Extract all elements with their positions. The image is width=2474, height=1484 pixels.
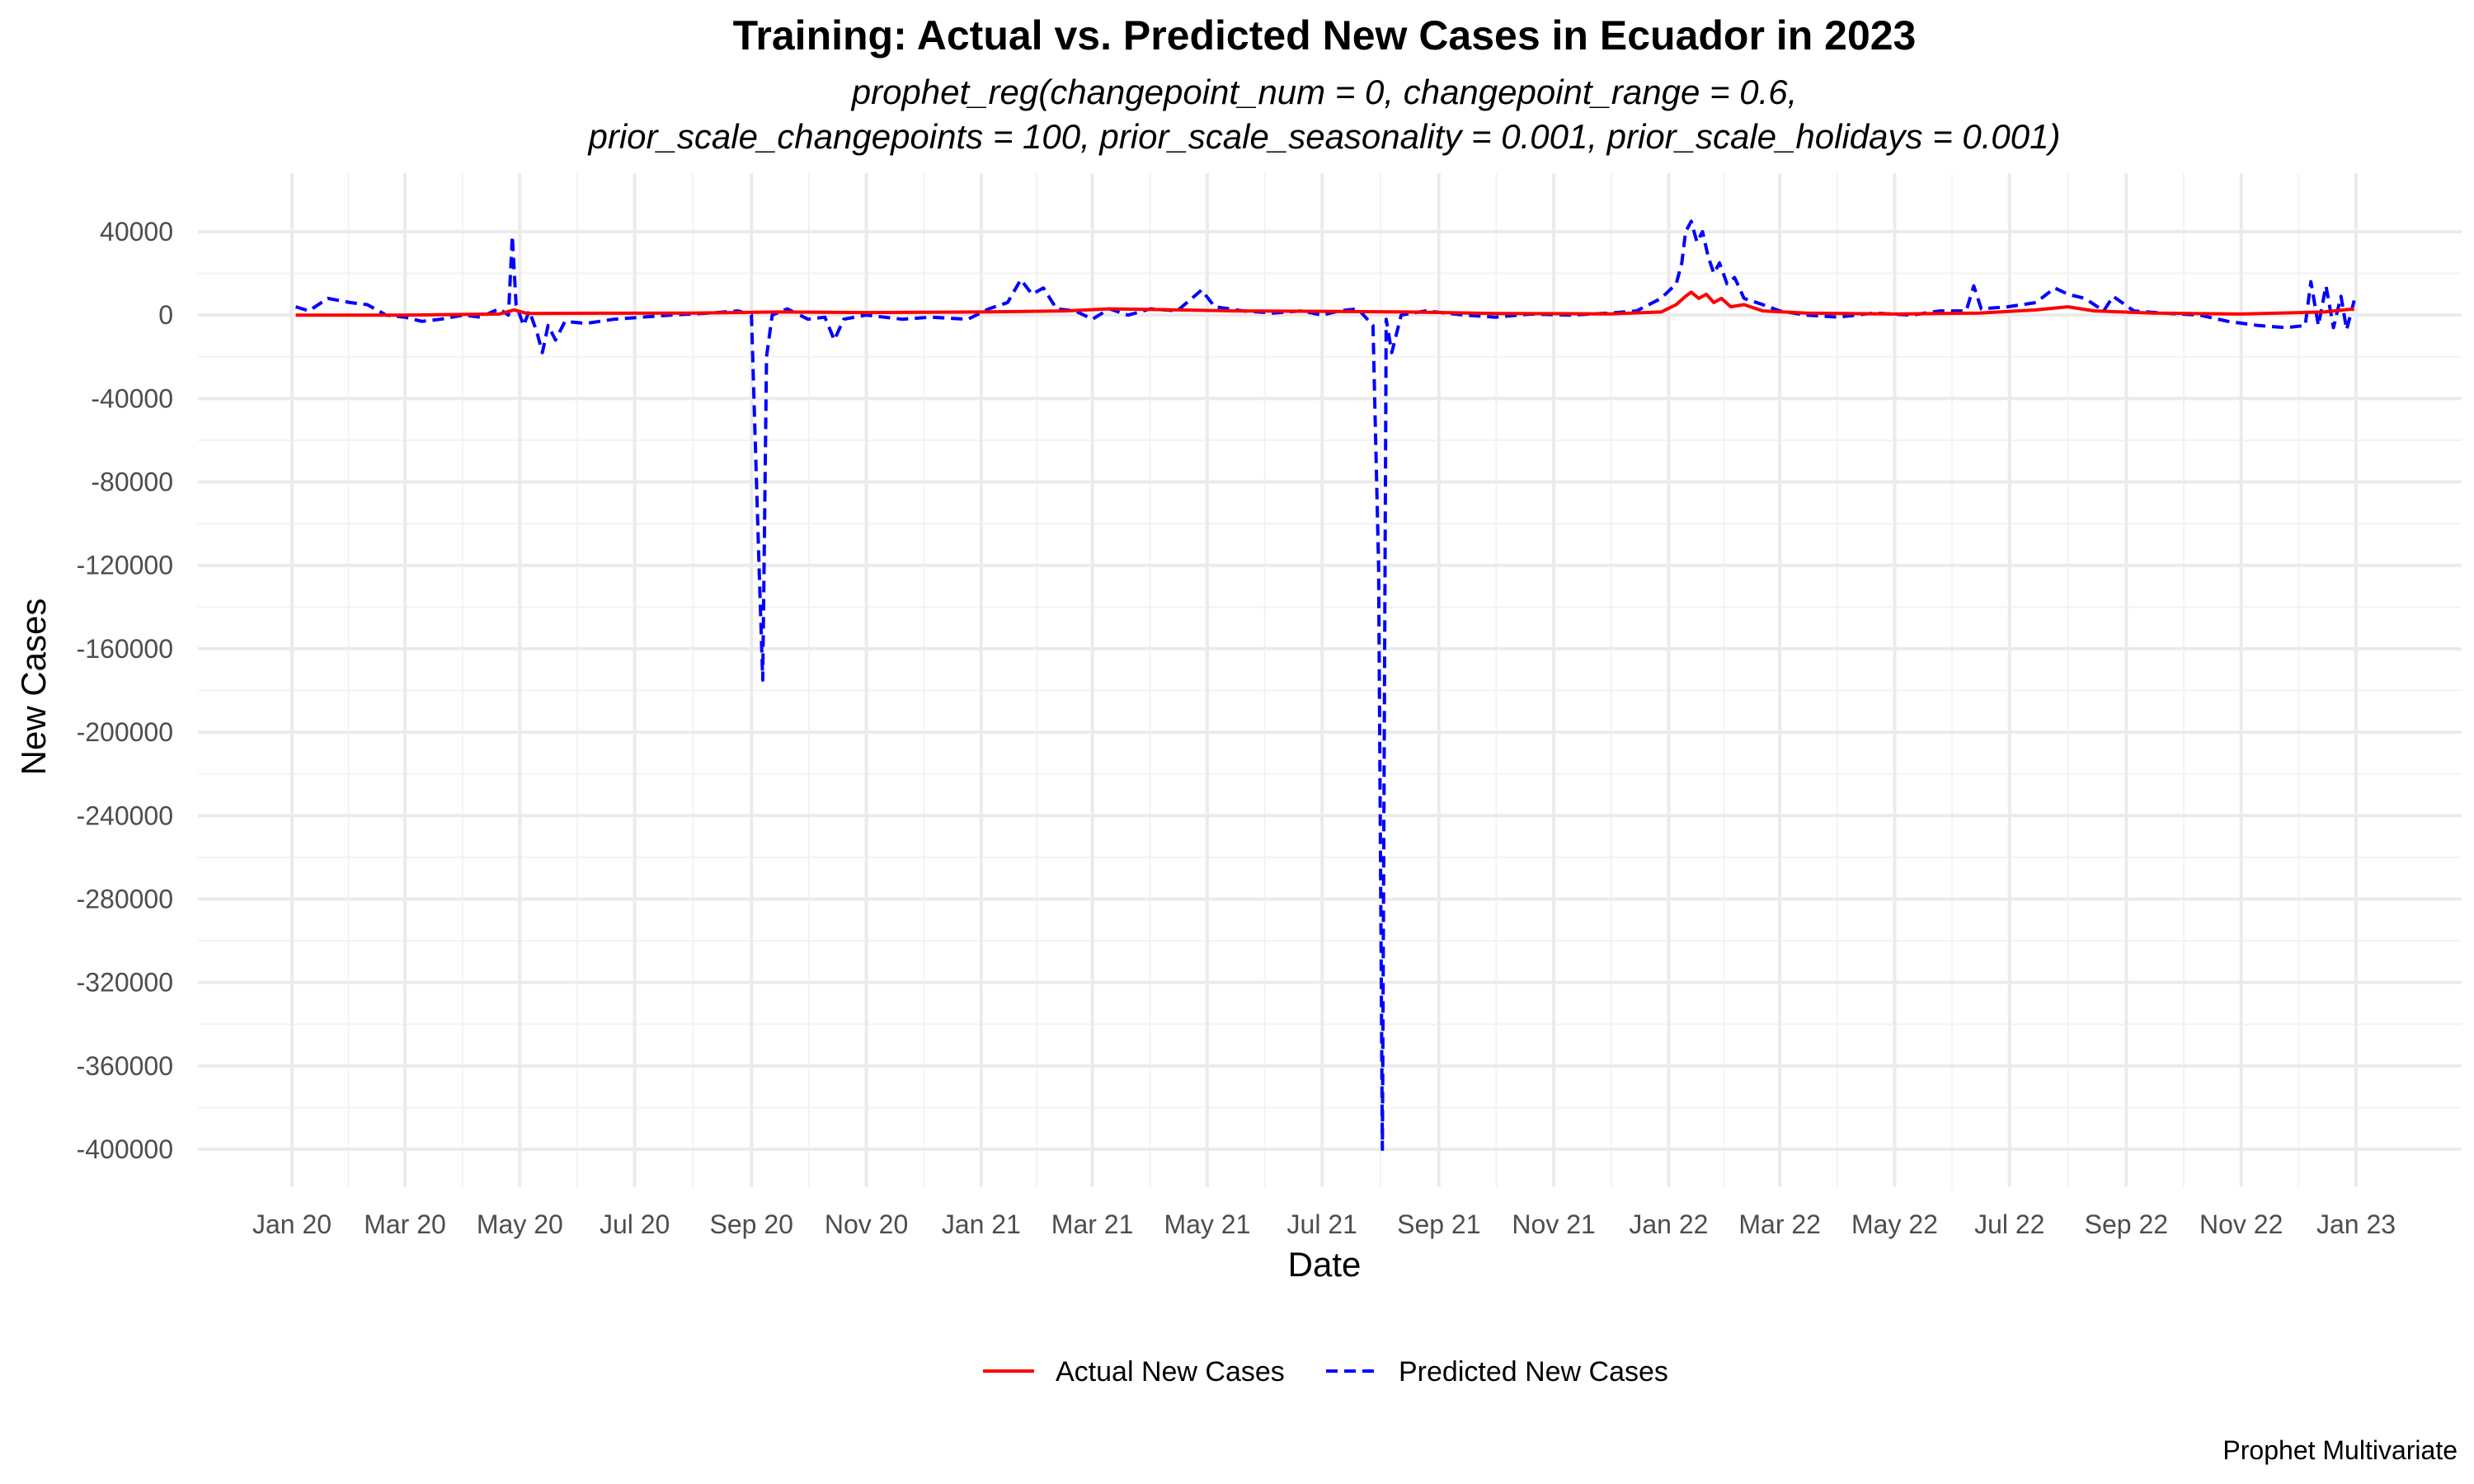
- y-tick-label: -120000: [77, 551, 173, 580]
- x-axis-title: Date: [1288, 1245, 1362, 1284]
- series-line-predicted: [295, 219, 2356, 1151]
- legend: Actual New Cases Predicted New Cases: [983, 1356, 1668, 1388]
- x-tick-label: Jan 22: [1629, 1209, 1708, 1239]
- y-tick-label: -80000: [91, 467, 173, 497]
- y-tick-label: -200000: [77, 717, 173, 747]
- x-tick-label: May 21: [1164, 1209, 1250, 1239]
- x-tick-label: Nov 22: [2199, 1209, 2283, 1239]
- legend-label-predicted: Predicted New Cases: [1399, 1356, 1668, 1388]
- grid: [198, 173, 2462, 1187]
- y-axis-ticks: 40000 0 -40000 -80000 -120000 -160000 -200000 -…: [77, 217, 173, 1164]
- y-tick-label: 0: [158, 300, 173, 330]
- y-tick-label: -40000: [91, 383, 173, 413]
- x-tick-label: Jul 21: [1287, 1209, 1357, 1239]
- y-tick-label: -320000: [77, 968, 173, 998]
- y-tick-label: -280000: [77, 884, 173, 913]
- y-tick-label: -360000: [77, 1051, 173, 1081]
- x-tick-label: Jan 23: [2316, 1209, 2396, 1239]
- chart-title: Training: Actual vs. Predicted New Cases…: [733, 12, 1917, 59]
- x-tick-label: May 20: [477, 1209, 563, 1239]
- y-tick-label: -240000: [77, 801, 173, 830]
- x-tick-label: Nov 20: [825, 1209, 908, 1239]
- x-axis-ticks: Jan 20 Mar 20 May 20 Jul 20 Sep 20 Nov 20 Jan …: [252, 1209, 2396, 1239]
- x-tick-label: Sep 22: [2085, 1209, 2168, 1239]
- x-tick-label: Mar 21: [1051, 1209, 1134, 1239]
- x-tick-label: Sep 21: [1397, 1209, 1480, 1239]
- series-line-actual: [295, 290, 2354, 317]
- y-axis-title: New Cases: [14, 599, 53, 776]
- y-tick-label: -400000: [77, 1134, 173, 1164]
- chart-subtitle-line-2: prior_scale_changepoints = 100, prior_sc…: [587, 117, 2061, 156]
- x-tick-label: Jan 20: [252, 1209, 332, 1239]
- x-tick-label: Jul 22: [1974, 1209, 2044, 1239]
- x-tick-label: May 22: [1851, 1209, 1938, 1239]
- y-tick-label: 40000: [100, 217, 173, 247]
- x-tick-label: Nov 21: [1512, 1209, 1595, 1239]
- x-tick-label: Jul 20: [600, 1209, 670, 1239]
- x-tick-label: Sep 20: [710, 1209, 793, 1239]
- series-layer: [295, 219, 2356, 1151]
- x-tick-label: Jan 21: [942, 1209, 1021, 1239]
- x-tick-label: Mar 20: [364, 1209, 446, 1239]
- x-tick-label: Mar 22: [1738, 1209, 1821, 1239]
- chart-subtitle-line-1: prophet_reg(changepoint_num = 0, changep…: [850, 73, 1798, 111]
- legend-label-actual: Actual New Cases: [1056, 1356, 1285, 1388]
- chart-caption: Prophet Multivariate: [2222, 1435, 2458, 1465]
- y-tick-label: -160000: [77, 634, 173, 664]
